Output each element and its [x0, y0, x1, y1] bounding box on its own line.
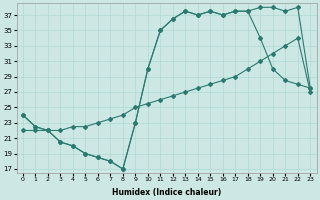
X-axis label: Humidex (Indice chaleur): Humidex (Indice chaleur): [112, 188, 221, 197]
